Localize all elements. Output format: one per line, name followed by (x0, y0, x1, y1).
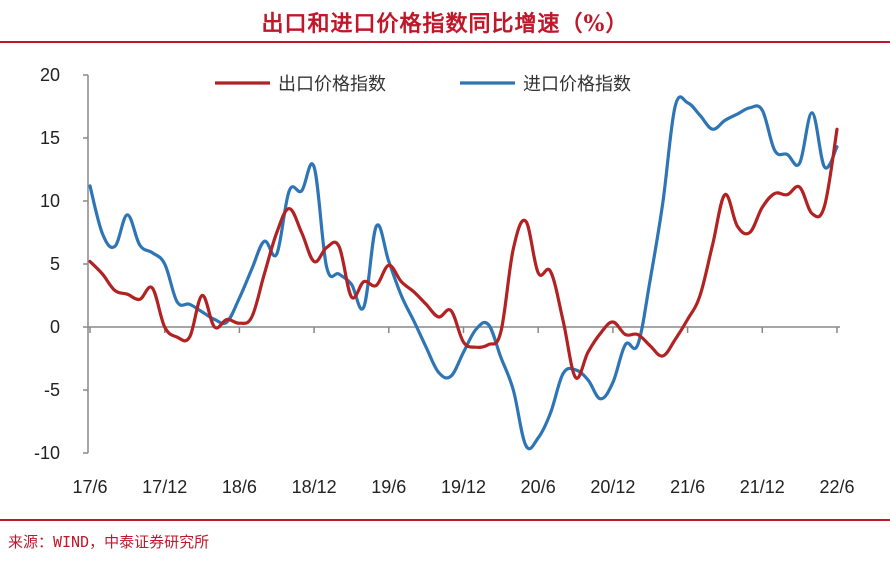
x-tick-label: 19/12 (441, 477, 486, 497)
line-chart: -10 -5 0 5 10 15 20 17/6 17/12 18/6 18/12 19/6 19/12… (34, 65, 855, 497)
legend-item-import-label: 进口价格指数 (523, 74, 631, 95)
x-tick-label: 17/6 (72, 477, 107, 497)
x-tick-label: 20/6 (521, 477, 556, 497)
y-tick-label: 15 (40, 128, 60, 148)
legend-item-export-label: 出口价格指数 (278, 74, 386, 95)
chart-series-lines (88, 95, 839, 451)
x-tick-label: 18/12 (292, 477, 337, 497)
y-tick-label: 0 (50, 317, 60, 337)
x-tick-label: 18/6 (222, 477, 257, 497)
x-tick-label: 22/6 (819, 477, 854, 497)
x-tick-label: 21/12 (740, 477, 785, 497)
source-note: 来源：WIND，中泰证券研究所 (8, 533, 210, 551)
chart-axes: -10 -5 0 5 10 15 20 17/6 17/12 18/6 18/12 19/6 19/12… (34, 65, 855, 497)
series-line-export-price (88, 127, 839, 380)
y-tick-label: -5 (44, 380, 60, 400)
chart-legend: 出口价格指数 进口价格指数 (215, 74, 631, 95)
y-tick-label: 5 (50, 254, 60, 274)
y-tick-label: -10 (34, 443, 60, 463)
x-tick-label: 20/12 (590, 477, 635, 497)
y-tick-label: 10 (40, 191, 60, 211)
chart-title: 出口和进口价格指数同比增速（%） (261, 11, 629, 37)
y-tick-label: 20 (40, 65, 60, 85)
x-tick-label: 21/6 (670, 477, 705, 497)
source-divider (0, 519, 890, 521)
x-tick-label: 17/12 (142, 477, 187, 497)
series-line-import-price (88, 95, 839, 451)
x-tick-label: 19/6 (371, 477, 406, 497)
title-divider (0, 41, 890, 43)
